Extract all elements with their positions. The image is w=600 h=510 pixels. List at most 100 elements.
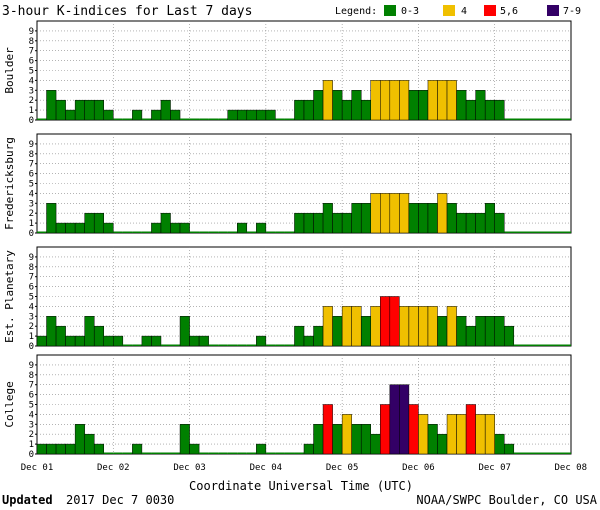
k-bar: [380, 80, 391, 121]
k-bar: [65, 443, 76, 455]
k-bar: [284, 231, 295, 233]
y-tick-label: 0: [29, 229, 34, 239]
k-bar: [122, 344, 133, 346]
legend-swatch-2: [484, 5, 496, 16]
k-bar: [456, 316, 467, 347]
k-bar: [446, 203, 457, 234]
k-bar: [389, 296, 400, 347]
y-tick-label: 8: [29, 263, 34, 273]
k-bar: [408, 90, 419, 121]
k-bar: [103, 109, 114, 121]
y-tick-label: 5: [29, 401, 34, 411]
k-bar: [446, 414, 457, 455]
k-bar: [113, 118, 123, 120]
k-bar: [303, 443, 314, 455]
k-bar: [227, 231, 238, 233]
k-bar: [93, 212, 105, 234]
k-bar: [246, 344, 257, 346]
k-bar: [360, 316, 372, 347]
x-axis-title: Coordinate Universal Time (UTC): [189, 479, 413, 493]
y-tick-label: 2: [29, 96, 34, 106]
k-bar: [237, 344, 247, 346]
k-bar: [313, 90, 324, 121]
y-tick-label: 8: [29, 371, 34, 381]
legend-label: Legend:: [335, 6, 377, 17]
k-bar: [227, 109, 238, 121]
k-bar: [303, 335, 314, 347]
k-bar: [399, 80, 410, 121]
k-bar: [380, 296, 391, 347]
k-bar: [74, 335, 85, 347]
k-bar: [65, 335, 76, 347]
k-bar: [122, 118, 133, 120]
k-bar: [113, 335, 124, 347]
k-bar: [446, 80, 457, 121]
k-bar: [351, 90, 362, 121]
k-bar: [351, 306, 362, 347]
legend-item-0: 0-3: [401, 6, 419, 17]
k-bar: [456, 414, 467, 455]
k-bar: [494, 99, 505, 121]
y-tick-label: 5: [29, 293, 34, 303]
updated-label: Updated: [2, 493, 53, 507]
k-bar: [437, 316, 448, 347]
k-bar: [113, 452, 123, 454]
y-tick-label: 4: [29, 76, 34, 86]
k-bar: [189, 231, 200, 233]
source-credit: NOAA/SWPC Boulder, CO USA: [416, 493, 597, 507]
k-bar: [160, 212, 171, 234]
k-bar: [475, 212, 486, 234]
k-bar: [208, 231, 219, 233]
k-bar: [218, 452, 228, 454]
y-tick-label: 0: [29, 116, 34, 126]
k-bar: [360, 203, 372, 234]
y-tick-label: 7: [29, 381, 34, 391]
y-tick-label: 9: [29, 140, 34, 150]
k-bar: [93, 99, 105, 121]
y-tick-label: 1: [29, 106, 34, 116]
k-bar: [322, 80, 333, 121]
k-bar: [389, 80, 400, 121]
k-bar: [341, 99, 352, 121]
k-bar: [237, 452, 247, 454]
k-bar: [55, 222, 66, 234]
k-bar: [275, 118, 285, 120]
k-bar: [294, 212, 305, 234]
k-bar: [46, 203, 57, 234]
y-tick-label: 0: [29, 450, 34, 460]
k-bar: [484, 99, 495, 121]
k-bar: [332, 212, 343, 234]
y-tick-label: 1: [29, 219, 34, 229]
k-bar: [227, 344, 238, 346]
k-bar: [74, 222, 85, 234]
y-tick-label: 3: [29, 199, 34, 209]
k-bar: [151, 109, 162, 121]
k-bar: [427, 80, 438, 121]
k-bar: [46, 443, 57, 455]
k-bar: [55, 325, 66, 347]
k-bar: [265, 452, 276, 454]
k-bar: [475, 316, 486, 347]
k-bar: [189, 335, 200, 347]
k-bar: [437, 433, 448, 455]
legend-item-3: 7-9: [563, 6, 581, 17]
x-tick-labels: Dec 01 Dec 02 Dec 03 Dec 04 Dec 05 Dec 06 Dec …: [21, 463, 587, 473]
y-tick-label: 2: [29, 322, 34, 332]
k-bar: [208, 344, 219, 346]
k-bar: [55, 443, 66, 455]
k-bar: [465, 212, 476, 234]
k-bar: [103, 335, 114, 347]
k-bar: [475, 414, 486, 455]
x-tick-label: Dec 07: [478, 463, 511, 473]
k-bar: [170, 222, 181, 234]
k-bar: [256, 222, 267, 234]
k-bar: [456, 212, 467, 234]
y-tick-label: 7: [29, 47, 34, 57]
k-bar: [84, 316, 95, 347]
k-bar: [141, 231, 152, 233]
k-bar: [399, 384, 410, 455]
k-bar: [313, 424, 324, 455]
k-bar: [36, 335, 47, 347]
k-bar: [446, 306, 457, 347]
